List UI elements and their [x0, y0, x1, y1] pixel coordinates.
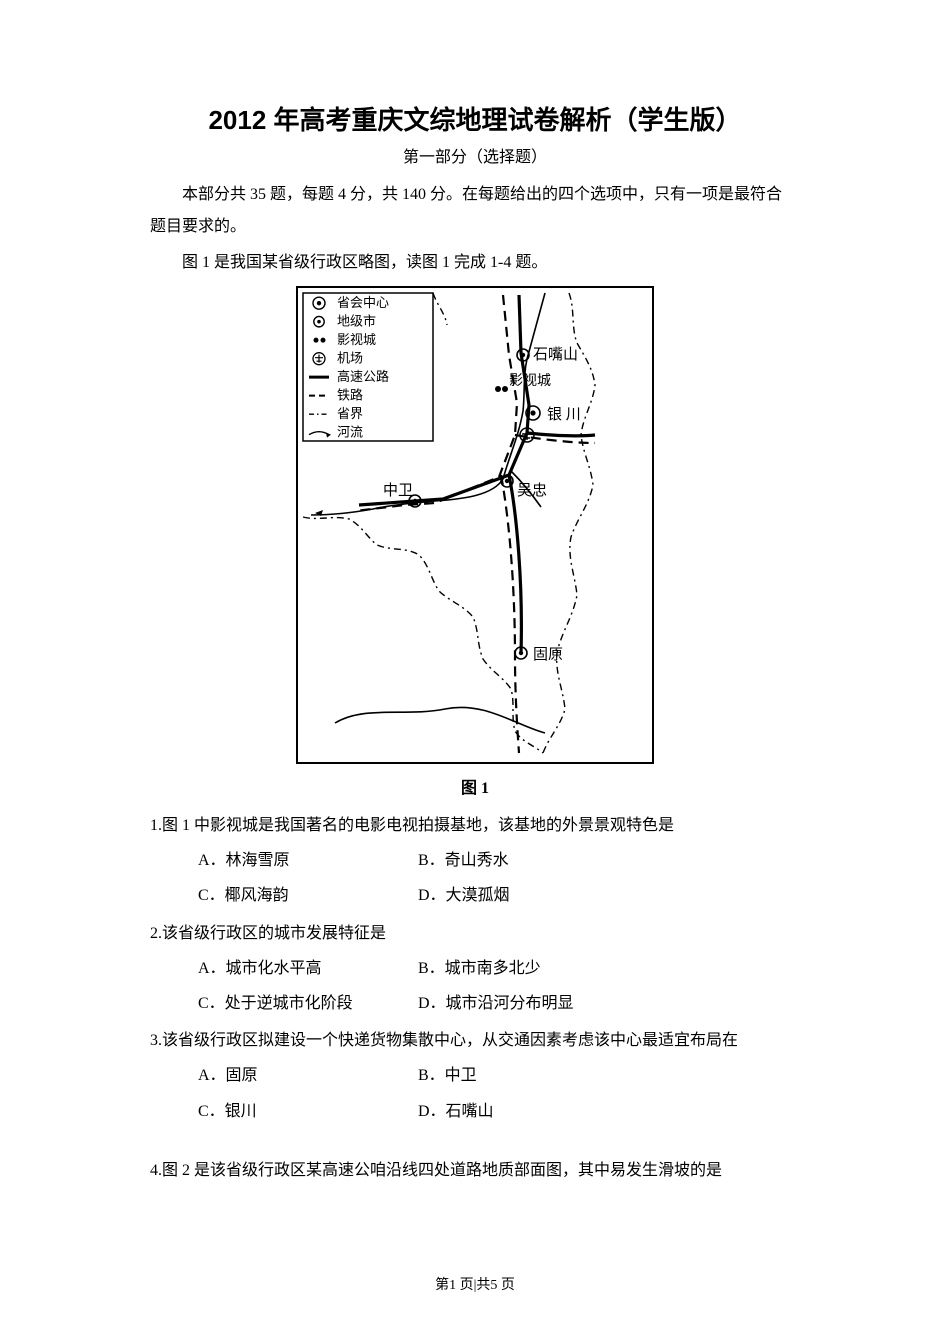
svg-text:省会中心: 省会中心	[337, 295, 389, 310]
svg-text:高速公路: 高速公路	[337, 369, 389, 384]
svg-text:地级市: 地级市	[337, 314, 376, 329]
option: C．椰风海韵	[198, 878, 418, 913]
svg-text:吴忠: 吴忠	[517, 482, 547, 499]
question-3-options: A．固原B．中卫C．银川D．石嘴山	[150, 1058, 800, 1128]
option: A．林海雪原	[198, 843, 418, 878]
svg-text:影视城: 影视城	[337, 332, 376, 347]
option: D．大漠孤烟	[418, 878, 510, 913]
page-title: 2012 年高考重庆文综地理试卷解析（学生版）	[150, 100, 800, 137]
option: A．固原	[198, 1058, 418, 1093]
svg-text:银 川: 银 川	[547, 406, 581, 423]
option: B．奇山秀水	[418, 843, 509, 878]
option: D．石嘴山	[418, 1094, 494, 1129]
option: B．城市南多北少	[418, 951, 541, 986]
question-4: 4.图 2 是该省级行政区某高速公咱沿线四处道路地质部面图，其中易发生滑坡的是	[150, 1153, 800, 1188]
svg-text:影视城: 影视城	[509, 373, 551, 389]
question-1: 1.图 1 中影视城是我国著名的电影电视拍摄基地，该基地的外景景观特色是	[150, 808, 800, 843]
section-subtitle: 第一部分（选择题）	[150, 143, 800, 167]
svg-text:河流: 河流	[337, 425, 363, 440]
question-1-options: A．林海雪原B．奇山秀水C．椰风海韵D．大漠孤烟	[150, 843, 800, 913]
figure1-map: 石嘴山银 川吴忠中卫固原影视城省会中心地级市影视城机场高速公路铁路省界河流	[295, 285, 655, 765]
page-footer: 第1 页|共5 页	[0, 1274, 950, 1294]
option: C．处于逆城市化阶段	[198, 986, 418, 1021]
intro-line-2: 题目要求的。	[150, 211, 800, 243]
svg-text:机场: 机场	[337, 351, 363, 366]
intro-line-1: 本部分共 35 题，每题 4 分，共 140 分。在每题给出的四个选项中，只有一…	[150, 179, 800, 211]
question-2-options: A．城市化水平高B．城市南多北少C．处于逆城市化阶段D．城市沿河分布明显	[150, 951, 800, 1021]
question-2: 2.该省级行政区的城市发展特征是	[150, 916, 800, 951]
option: C．银川	[198, 1094, 418, 1129]
option: B．中卫	[418, 1058, 477, 1093]
svg-text:中卫: 中卫	[383, 482, 413, 499]
option: D．城市沿河分布明显	[418, 986, 574, 1021]
questions-block: 1.图 1 中影视城是我国著名的电影电视拍摄基地，该基地的外景景观特色是A．林海…	[150, 808, 800, 1188]
figure1-intro: 图 1 是我国某省级行政区略图，读图 1 完成 1-4 题。	[150, 247, 800, 279]
option: A．城市化水平高	[198, 951, 418, 986]
question-3: 3.该省级行政区拟建设一个快递货物集散中心，从交通因素考虑该中心最适宜布局在	[150, 1023, 800, 1058]
figure1-wrap: 石嘴山银 川吴忠中卫固原影视城省会中心地级市影视城机场高速公路铁路省界河流	[150, 285, 800, 770]
svg-text:固原: 固原	[533, 646, 563, 663]
svg-text:石嘴山: 石嘴山	[533, 346, 578, 363]
figure1-caption: 图 1	[150, 774, 800, 798]
svg-text:铁路: 铁路	[337, 388, 363, 403]
svg-text:省界: 省界	[337, 406, 363, 421]
